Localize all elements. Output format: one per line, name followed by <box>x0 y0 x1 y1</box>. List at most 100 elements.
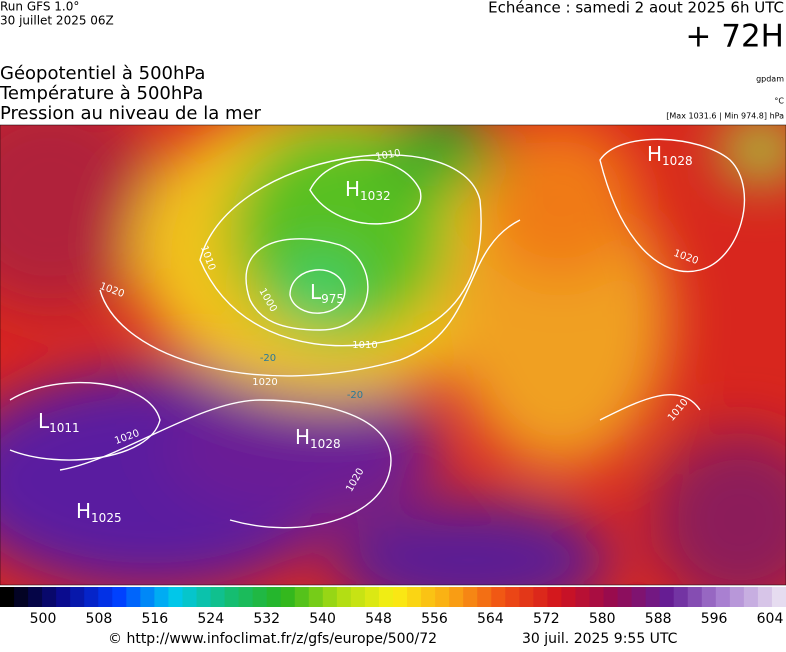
lead-time: + 72H <box>685 19 784 55</box>
center-type: H <box>76 499 91 523</box>
center-type: H <box>647 142 662 166</box>
color-swatch <box>421 587 436 607</box>
colorbar-tick-label: 588 <box>645 611 672 627</box>
color-swatch <box>659 587 675 607</box>
center-pressure: 1028 <box>310 437 341 451</box>
colorbar-tick-label: 532 <box>253 611 280 627</box>
field-name: Température à 500hPa <box>0 83 203 104</box>
color-swatch <box>575 587 590 607</box>
colorbar-tick-label: 556 <box>421 611 448 627</box>
color-swatch <box>519 587 534 607</box>
color-swatch <box>743 587 759 607</box>
color-swatch <box>252 587 268 607</box>
colorbar-tick-label: 508 <box>86 611 113 627</box>
color-swatch <box>126 587 141 607</box>
field-name: Pression au niveau de la mer <box>0 103 262 124</box>
center-pressure: 1028 <box>662 154 693 168</box>
color-swatch <box>491 587 506 607</box>
color-swatch <box>533 587 548 607</box>
color-swatch <box>294 587 310 607</box>
center-type: L <box>38 409 50 433</box>
colorbar-tick-label: 516 <box>141 611 168 627</box>
isobar-label: 1020 <box>252 377 277 388</box>
center-pressure: 1025 <box>91 511 122 525</box>
colorbar-tick-label: 564 <box>477 611 504 627</box>
color-swatch <box>0 587 15 607</box>
color-swatch <box>14 587 29 607</box>
pressure-center: H1025 <box>76 499 122 525</box>
center-pressure: 975 <box>321 292 344 306</box>
forecast-time: Echéance : samedi 2 aout 2025 6h UTC <box>488 0 784 17</box>
colorbar-tick-label: 540 <box>309 611 336 627</box>
color-swatch <box>140 587 155 607</box>
color-swatch <box>378 587 394 607</box>
pressure-center: L975 <box>310 280 344 306</box>
color-swatch <box>463 587 478 607</box>
color-swatch <box>42 587 57 607</box>
isotherm-label: -20 <box>347 390 363 401</box>
colorbar-tick-label: 500 <box>30 611 57 627</box>
color-swatch <box>154 587 169 607</box>
color-swatch <box>631 587 647 607</box>
color-swatch <box>350 587 366 607</box>
color-swatch <box>84 587 99 607</box>
colorbar-tick-label: 548 <box>365 611 392 627</box>
color-swatch <box>393 587 408 607</box>
color-swatch <box>266 587 282 607</box>
color-swatch <box>449 587 464 607</box>
colorbar-tick-label: 572 <box>533 611 560 627</box>
color-swatch <box>617 587 633 607</box>
pressure-center: H1028 <box>295 425 341 451</box>
color-swatch <box>224 587 240 607</box>
run-label: Run GFS 1.0° <box>0 0 79 14</box>
pressure-center: H1028 <box>647 142 693 168</box>
unit: [Max 1031.6 | Min 974.8] hPa <box>666 112 784 121</box>
color-swatch <box>70 587 85 607</box>
colorbar-tick-label: 604 <box>757 611 784 627</box>
color-swatch <box>322 587 338 607</box>
center-pressure: 1011 <box>49 421 80 435</box>
center-type: L <box>310 280 322 304</box>
color-swatch <box>196 587 212 607</box>
color-swatch <box>364 587 380 607</box>
pressure-center: H1032 <box>345 177 391 203</box>
color-swatch <box>210 587 226 607</box>
color-swatch <box>505 587 520 607</box>
color-swatch <box>561 587 576 607</box>
color-swatch <box>238 587 254 607</box>
isotherm-label: -20 <box>260 353 276 364</box>
color-swatch <box>645 587 661 607</box>
unit: °C <box>774 97 784 106</box>
field-name: Géopotentiel à 500hPa <box>0 63 205 84</box>
color-swatch <box>182 587 197 607</box>
color-swatch <box>435 587 450 607</box>
colorbar-tick-label: 596 <box>701 611 728 627</box>
color-swatch <box>56 587 71 607</box>
colorbar-tick-label: 580 <box>589 611 616 627</box>
isobar-label: 1010 <box>375 148 402 163</box>
color-swatch <box>547 587 562 607</box>
colorbar-tick-label: 524 <box>197 611 224 627</box>
color-swatch <box>28 587 43 607</box>
center-pressure: 1032 <box>360 189 391 203</box>
color-swatch <box>98 587 113 607</box>
color-swatch <box>168 587 183 607</box>
color-swatch <box>701 587 717 607</box>
color-swatch <box>729 587 745 607</box>
run-date: 30 juillet 2025 06Z <box>0 14 114 28</box>
color-swatch <box>771 587 786 607</box>
color-swatch <box>336 587 352 607</box>
color-swatch <box>757 587 773 607</box>
unit: gpdam <box>756 75 784 84</box>
source-url: © http://www.infoclimat.fr/z/gfs/europe/… <box>108 631 437 647</box>
color-swatch <box>603 587 619 607</box>
color-swatch <box>477 587 492 607</box>
generated-time: 30 juil. 2025 9:55 UTC <box>522 631 678 647</box>
color-swatch <box>280 587 296 607</box>
map-field <box>0 125 786 585</box>
color-swatch <box>673 587 689 607</box>
pressure-center: L1011 <box>38 409 80 435</box>
center-type: H <box>345 177 360 201</box>
color-swatch <box>687 587 703 607</box>
